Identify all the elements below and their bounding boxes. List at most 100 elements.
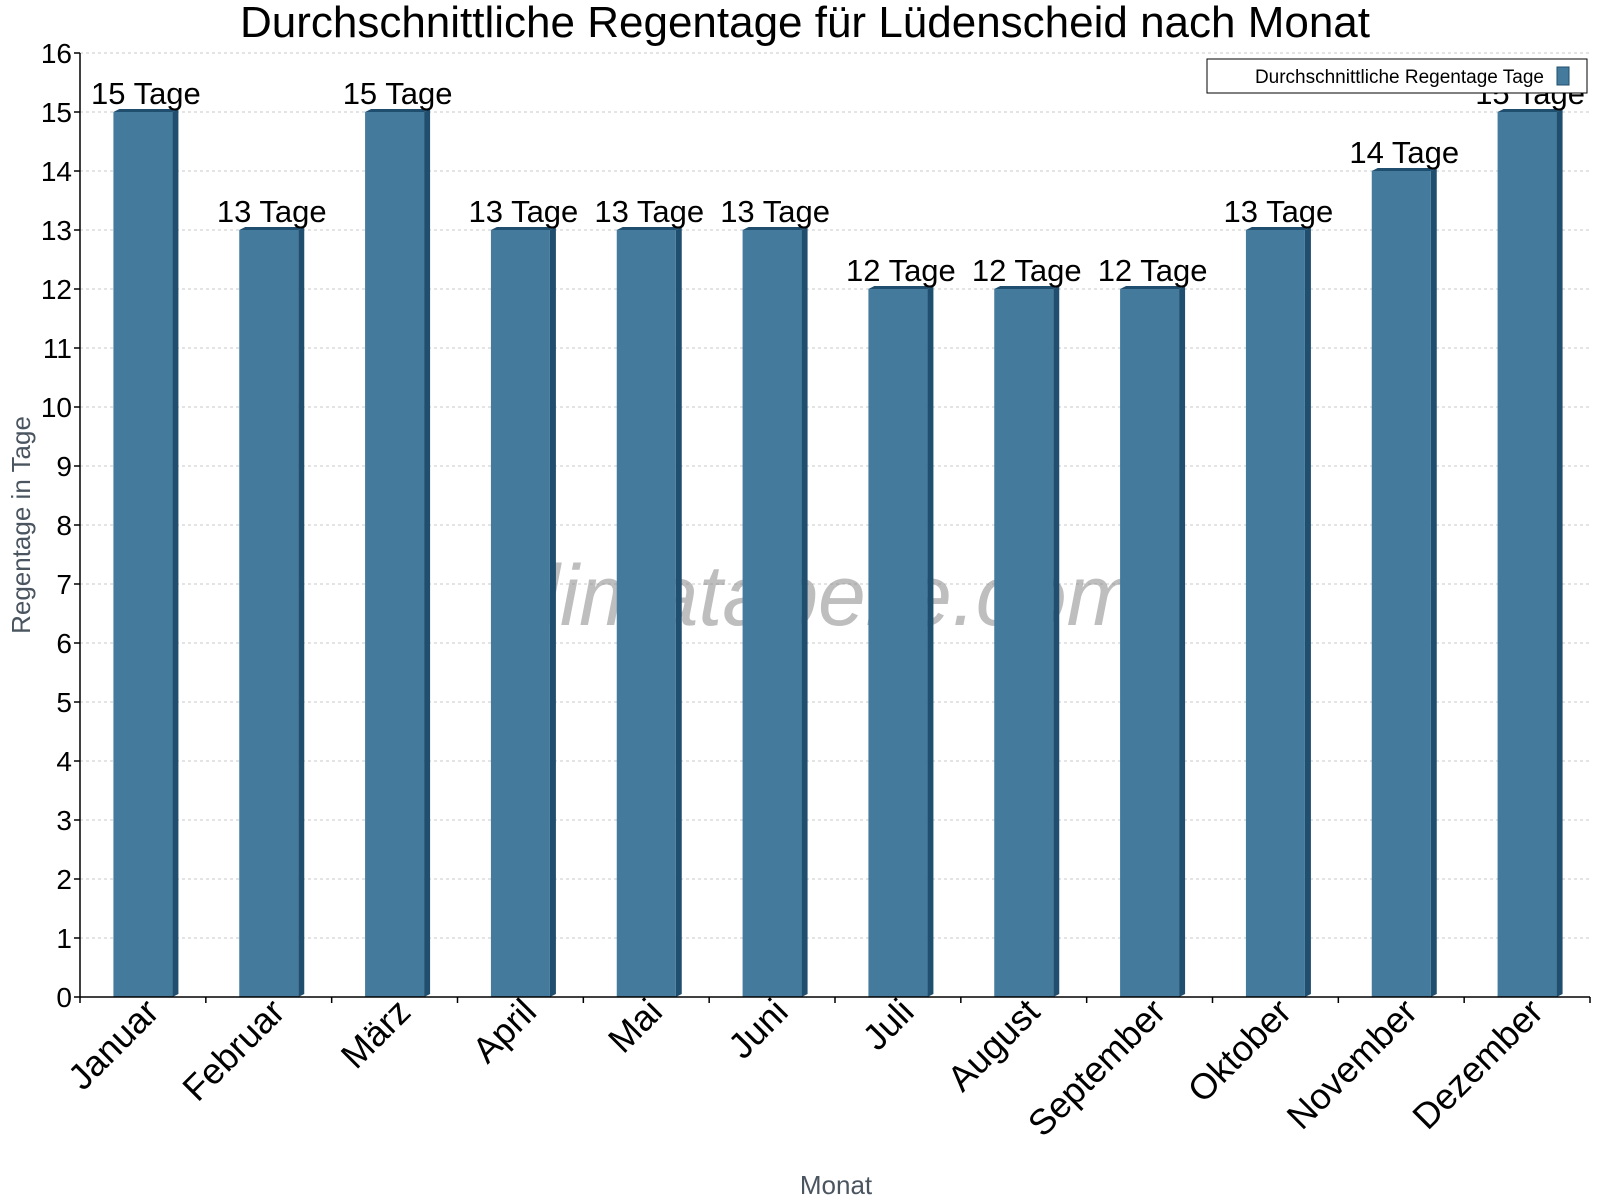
bar-face (490, 230, 550, 997)
data-label: 15 Tage (91, 76, 201, 111)
bar-top (1245, 227, 1311, 230)
x-tick-label: Dezember (1404, 991, 1550, 1137)
x-tick-label: Februar (174, 991, 292, 1109)
bar (616, 227, 682, 997)
data-label: 12 Tage (972, 253, 1082, 288)
y-tick-label: 6 (56, 628, 72, 659)
legend-box (1206, 58, 1588, 94)
bar-top (1497, 109, 1563, 112)
bar-top (616, 227, 682, 230)
bar-top (490, 227, 556, 230)
y-tick-label: 0 (56, 982, 72, 1013)
bar-face (868, 289, 928, 997)
bar (1371, 168, 1437, 997)
y-tick-label: 10 (41, 392, 72, 423)
bar (742, 227, 808, 997)
data-label: 13 Tage (1224, 194, 1334, 229)
legend-swatch (1556, 66, 1570, 86)
bars (113, 109, 1563, 997)
bar-side (1430, 168, 1437, 997)
y-tick-label: 4 (56, 746, 72, 777)
bar-side (927, 286, 934, 997)
x-tick-label: Juli (854, 991, 921, 1058)
bar-face (1497, 112, 1557, 997)
x-tick-label: Mai (600, 991, 670, 1061)
data-label: 14 Tage (1349, 135, 1459, 170)
data-label: 13 Tage (469, 194, 579, 229)
bar (868, 286, 934, 997)
y-tick-label: 12 (41, 274, 72, 305)
data-label: 13 Tage (594, 194, 704, 229)
y-tick-label: 11 (43, 333, 72, 364)
bar-face (616, 230, 676, 997)
y-tick-label: 16 (41, 38, 72, 69)
bar-top (1120, 286, 1186, 289)
bar-side (298, 227, 305, 997)
y-tick-label: 13 (41, 215, 72, 246)
bar-side (549, 227, 556, 997)
bar-face (742, 230, 802, 997)
bar-top (1371, 168, 1437, 171)
y-tick-label: 2 (56, 864, 72, 895)
bar-top (742, 227, 808, 230)
x-tick-label: April (464, 991, 544, 1071)
y-tick-label: 7 (56, 569, 72, 600)
y-tick-label: 15 (41, 97, 72, 128)
bar-top (113, 109, 179, 112)
data-label: 13 Tage (217, 194, 327, 229)
bar-side (424, 109, 431, 997)
x-tick-label: August (939, 991, 1047, 1099)
legend: Durchschnittliche Regentage Tage (1206, 58, 1588, 94)
x-ticks: Januar Februar März April Mai Juni Juli AugustS… (60, 991, 1591, 1145)
bar-top (868, 286, 934, 289)
bar-side (172, 109, 179, 997)
y-tick-label: 14 (41, 156, 72, 187)
y-tick-label: 5 (56, 687, 72, 718)
data-labels: 15 Tage 13 Tage 15 Tage 13 Tage 13 Tage 13 Ta… (91, 76, 1585, 288)
data-label: 12 Tage (846, 253, 956, 288)
x-tick-label: Juni (720, 991, 796, 1067)
bar-top (365, 109, 431, 112)
bar (113, 109, 179, 997)
chart-title: Durchschnittliche Regentage für Lüdensch… (240, 0, 1370, 47)
x-tick-label: Januar (60, 991, 167, 1098)
y-axis-title: Regentage in Tage (6, 416, 36, 634)
data-label: 13 Tage (720, 194, 830, 229)
grid-lines (80, 52, 1590, 939)
bar-face (365, 112, 425, 997)
y-tick-label: 8 (56, 510, 72, 541)
bar-face (1120, 289, 1180, 997)
bar-side (1304, 227, 1311, 997)
data-label: 12 Tage (1098, 253, 1208, 288)
bar (994, 286, 1060, 997)
y-tick-label: 3 (56, 805, 72, 836)
y-tick-label: 9 (56, 451, 72, 482)
bar-top (994, 286, 1060, 289)
x-tick-label: März (333, 991, 419, 1077)
bar-side (801, 227, 808, 997)
x-tick-label: September (1020, 991, 1174, 1145)
bar (1497, 109, 1563, 997)
bar (1120, 286, 1186, 997)
bar-face (994, 289, 1054, 997)
x-axis-title: Monat (800, 1170, 873, 1200)
bar-top (239, 227, 305, 230)
bar-face (239, 230, 299, 997)
bar-face (113, 112, 173, 997)
bar-face (1371, 171, 1431, 997)
bar-side (1556, 109, 1563, 997)
legend-label: Durchschnittliche Regentage Tage (1255, 67, 1544, 88)
bar-face (1245, 230, 1305, 997)
bar (490, 227, 556, 997)
data-label: 15 Tage (343, 76, 453, 111)
bar (239, 227, 305, 997)
bar-side (1053, 286, 1060, 997)
bar-side (1179, 286, 1186, 997)
bar-side (675, 227, 682, 997)
y-tick-label: 1 (56, 923, 72, 954)
x-tick-label: Oktober (1180, 991, 1300, 1111)
x-tick-label: November (1278, 991, 1424, 1137)
